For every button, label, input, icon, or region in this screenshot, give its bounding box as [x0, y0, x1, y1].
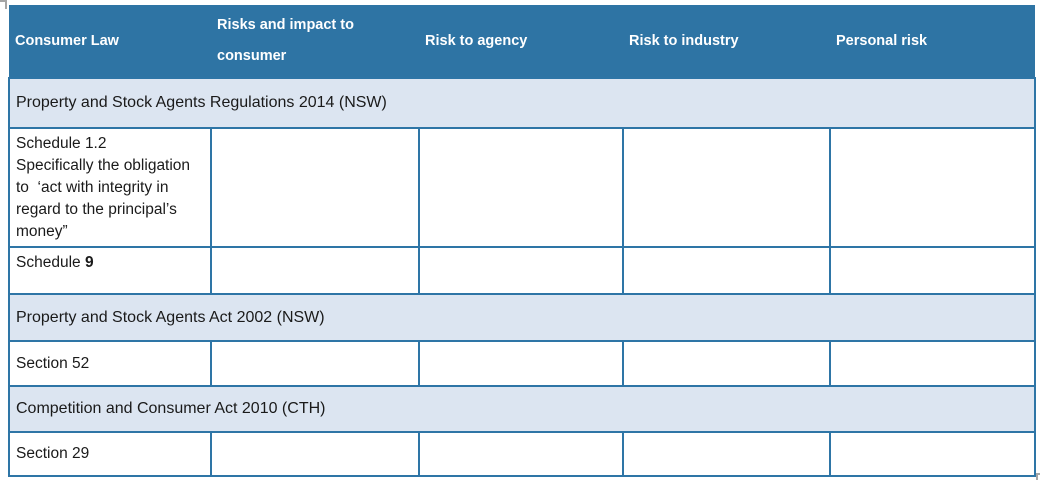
section-title-act-2002: Property and Stock Agents Act 2002 (NSW) [8, 293, 1036, 342]
risk-to-industry-cell[interactable] [622, 431, 831, 477]
risks-impact-consumer-cell[interactable] [210, 246, 420, 295]
table-row-section-52: Section 52 [8, 340, 1036, 387]
law-cell-section-52: Section 52 [8, 340, 212, 387]
section-row-competition-consumer-act: Competition and Consumer Act 2010 (CTH) [8, 385, 1036, 433]
table-resize-handle[interactable] [1036, 473, 1040, 480]
law-heading: Schedule 1.2 [16, 135, 107, 152]
risk-to-industry-cell[interactable] [622, 340, 831, 387]
risk-to-industry-cell[interactable] [622, 246, 831, 295]
risk-to-agency-cell[interactable] [418, 340, 624, 387]
law-text: Schedule [16, 254, 85, 271]
table-row-schedule-1-2: Schedule 1.2 Specifically the obligation… [8, 127, 1036, 248]
personal-risk-cell[interactable] [829, 127, 1036, 248]
personal-risk-cell[interactable] [829, 340, 1036, 387]
risks-impact-consumer-cell[interactable] [210, 340, 420, 387]
header-risks-impact-consumer: Risks and impact to consumer [211, 5, 419, 78]
law-cell-section-29: Section 29 [8, 431, 212, 477]
risks-impact-consumer-cell[interactable] [210, 127, 420, 248]
table-row-section-29: Section 29 [8, 431, 1036, 477]
section-row-act-2002: Property and Stock Agents Act 2002 (NSW) [8, 293, 1036, 342]
header-consumer-law: Consumer Law [9, 5, 211, 78]
law-cell-schedule-1-2: Schedule 1.2 Specifically the obligation… [8, 127, 212, 248]
law-number-bold: 9 [84, 254, 94, 271]
risk-to-agency-cell[interactable] [418, 246, 624, 295]
table-header-row: Consumer Law Risks and impact to consume… [9, 5, 1035, 78]
section-row-regulations-2014: Property and Stock Agents Regulations 20… [8, 77, 1036, 129]
personal-risk-cell[interactable] [829, 246, 1036, 295]
personal-risk-cell[interactable] [829, 431, 1036, 477]
header-risk-to-industry: Risk to industry [623, 5, 830, 78]
header-risk-to-agency: Risk to agency [419, 5, 623, 78]
table-move-handle[interactable] [0, 0, 7, 9]
risk-to-agency-cell[interactable] [418, 431, 624, 477]
law-detail: Specifically the obligation to ‘act with… [16, 157, 191, 240]
risk-to-industry-cell[interactable] [622, 127, 831, 248]
section-title-regulations-2014: Property and Stock Agents Regulations 20… [8, 77, 1036, 129]
consumer-law-risk-table: Consumer Law Risks and impact to consume… [8, 5, 1036, 477]
table-row-schedule-9: Schedule 9 [8, 246, 1036, 295]
header-personal-risk: Personal risk [830, 5, 1035, 78]
law-cell-schedule-9: Schedule 9 [8, 246, 212, 295]
risks-impact-consumer-cell[interactable] [210, 431, 420, 477]
section-title-competition-consumer-act: Competition and Consumer Act 2010 (CTH) [8, 385, 1036, 433]
risk-to-agency-cell[interactable] [418, 127, 624, 248]
